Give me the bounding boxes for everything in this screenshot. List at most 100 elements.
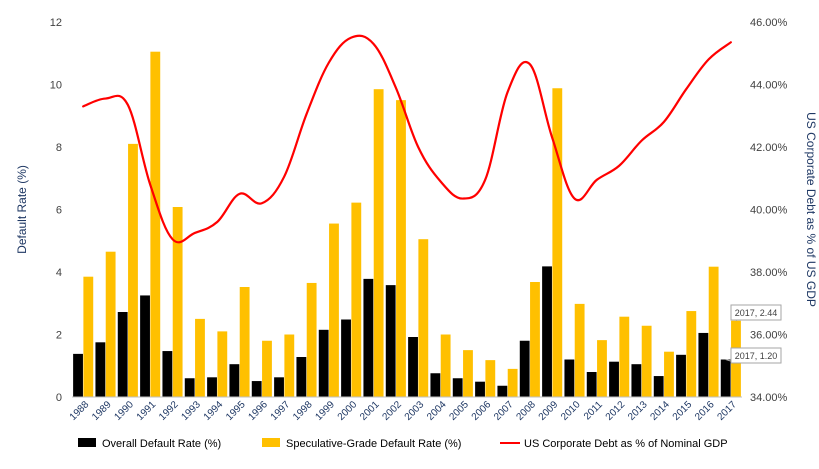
category-label-1991: 1991 — [135, 399, 159, 423]
bar-speculative-1991 — [150, 51, 161, 397]
bar-overall-1989 — [95, 342, 106, 397]
bar-overall-2006 — [475, 381, 485, 397]
category-label-2000: 2000 — [336, 399, 360, 423]
bar-overall-2012 — [609, 361, 619, 397]
bar-speculative-1990 — [128, 143, 138, 397]
category-label-2004: 2004 — [425, 399, 449, 423]
callout-box — [730, 347, 782, 364]
bar-overall-2010 — [564, 359, 575, 397]
left-tick-label: 10 — [50, 80, 62, 92]
bar-overall-2005 — [452, 378, 463, 397]
category-label-1996: 1996 — [246, 399, 270, 423]
bar-overall-2013 — [631, 364, 642, 397]
bar-overall-2008 — [519, 340, 530, 397]
bar-overall-2016 — [698, 332, 709, 397]
category-label-1989: 1989 — [90, 399, 114, 423]
category-label-1994: 1994 — [202, 399, 226, 423]
category-label-2014: 2014 — [648, 399, 672, 423]
category-label-2007: 2007 — [492, 399, 516, 423]
category-label-1997: 1997 — [269, 399, 293, 423]
bar-speculative-2009 — [552, 88, 563, 397]
bar-overall-1990 — [117, 312, 128, 397]
bar-speculative-1993 — [195, 318, 205, 398]
bar-speculative-2007 — [507, 368, 518, 398]
bar-layer — [73, 51, 741, 398]
legend-label-speculative: Speculative-Grade Default Rate (%) — [286, 438, 461, 450]
bar-speculative-1999 — [329, 223, 339, 397]
bar-speculative-2005 — [463, 350, 473, 398]
bar-overall-2002 — [385, 285, 396, 398]
right-tick-label: 44.00% — [750, 80, 788, 92]
callout-layer: 2017, 2.44 2017, 1.20 — [725, 304, 782, 364]
category-label-1995: 1995 — [224, 399, 248, 423]
data-label-2017: 2017, 1.20 — [735, 351, 778, 361]
right-tick-label: 46.00% — [750, 17, 788, 29]
category-label-2003: 2003 — [403, 399, 427, 423]
bar-overall-2003 — [408, 337, 418, 397]
right-axis-title: US Corporate Debt as % of US GDP — [804, 112, 818, 307]
bar-speculative-2003 — [418, 239, 429, 397]
bar-speculative-2010 — [574, 303, 585, 398]
category-label-2013: 2013 — [626, 399, 650, 423]
bar-overall-1998 — [296, 357, 307, 397]
category-label-1988: 1988 — [68, 399, 92, 423]
bar-overall-1999 — [318, 329, 329, 397]
bar-overall-2014 — [653, 376, 664, 397]
category-label-2017: 2017 — [715, 399, 739, 423]
category-label-1990: 1990 — [112, 399, 136, 423]
bar-speculative-1997 — [284, 334, 295, 397]
callout-box — [730, 304, 782, 321]
category-label-2015: 2015 — [671, 399, 695, 423]
left-tick-label: 12 — [50, 17, 62, 29]
legend-label-debt-gdp: US Corporate Debt as % of Nominal GDP — [524, 438, 728, 450]
bar-overall-2004 — [430, 373, 441, 397]
bar-speculative-2011 — [597, 340, 607, 398]
bar-speculative-2006 — [485, 360, 496, 398]
data-label-2017: 2017, 2.44 — [735, 308, 778, 318]
bar-overall-2011 — [586, 372, 597, 397]
legend: Overall Default Rate (%) Speculative-Grad… — [78, 438, 728, 450]
left-tick-label: 2 — [56, 330, 62, 342]
bar-speculative-1992 — [172, 207, 183, 397]
legend-swatch-overall — [78, 438, 96, 447]
bar-speculative-2014 — [664, 351, 674, 397]
left-tick-label: 8 — [56, 142, 62, 154]
bar-overall-1988 — [73, 353, 83, 398]
category-label-2010: 2010 — [559, 399, 583, 423]
left-tick-label: 0 — [56, 392, 62, 404]
bar-speculative-2012 — [619, 316, 630, 397]
right-tick-label: 40.00% — [750, 205, 788, 217]
bar-overall-1994 — [207, 377, 217, 397]
bar-speculative-2002 — [396, 100, 406, 398]
right-tick-label: 42.00% — [750, 142, 788, 154]
bar-speculative-2004 — [440, 334, 451, 397]
right-tick-label: 38.00% — [750, 267, 788, 279]
category-label-2006: 2006 — [470, 399, 494, 423]
bar-overall-2000 — [341, 319, 351, 397]
left-axis-title: Default Rate (%) — [15, 165, 29, 254]
category-label-2005: 2005 — [447, 399, 471, 423]
bar-overall-2009 — [542, 266, 552, 398]
category-label-2009: 2009 — [537, 399, 561, 423]
bar-speculative-2000 — [351, 202, 362, 398]
category-label-1992: 1992 — [157, 399, 181, 423]
line-corporate-debt-gdp — [82, 34, 732, 244]
bar-overall-1996 — [251, 381, 262, 397]
bar-overall-2015 — [676, 354, 686, 397]
bar-speculative-1988 — [83, 276, 94, 397]
category-label-1993: 1993 — [179, 399, 203, 423]
bar-overall-1997 — [274, 377, 284, 397]
bar-speculative-2001 — [373, 89, 384, 397]
line-layer — [82, 34, 732, 244]
bar-overall-2001 — [363, 278, 374, 398]
category-label-2016: 2016 — [693, 399, 717, 423]
bar-speculative-1998 — [306, 282, 317, 397]
bar-speculative-2013 — [641, 325, 652, 397]
legend-swatch-speculative — [262, 438, 280, 447]
bar-overall-1991 — [140, 295, 150, 397]
right-tick-label: 36.00% — [750, 330, 788, 342]
category-label-2012: 2012 — [604, 399, 628, 423]
bar-speculative-2008 — [530, 282, 540, 397]
